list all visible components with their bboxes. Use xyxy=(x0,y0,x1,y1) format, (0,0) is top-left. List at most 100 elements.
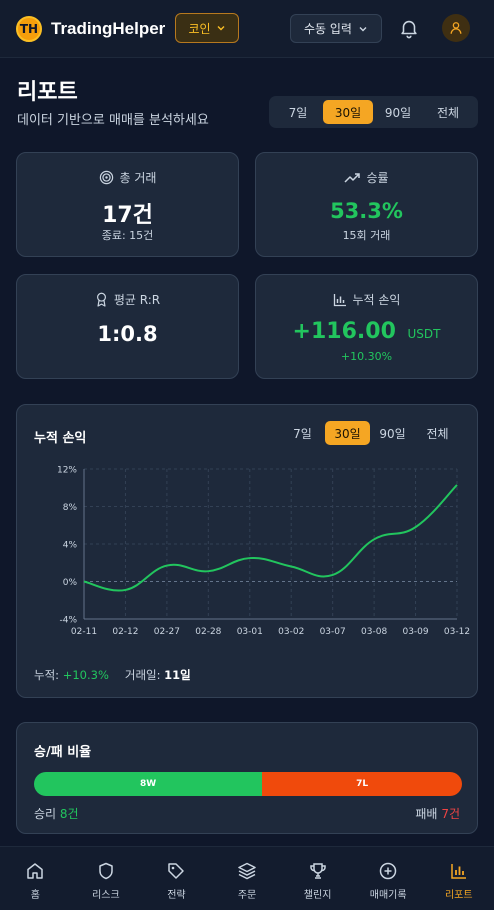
nav-item-home[interactable]: 홈 xyxy=(0,847,71,910)
chevron-down-icon xyxy=(359,26,367,31)
days-stat-value: 11일 xyxy=(164,668,191,682)
chart-period-filter: 7일 30일 90일 전체 xyxy=(280,420,460,446)
total-trades-value: 17건 xyxy=(102,203,153,228)
total-trades-card: 총 거래 17건 종료: 15건 xyxy=(16,152,239,257)
chart-y-tick-label: -4% xyxy=(59,616,77,626)
chart-period-90d[interactable]: 90일 xyxy=(379,426,406,441)
avg-rr-card: 평균 R:R 1:0.8 xyxy=(16,274,239,379)
cum-pnl-value: +116.00 xyxy=(292,319,396,344)
cum-pnl-chart: 12% 8% 4% 0% -4%02-11 02-12 02-27 02-28 03-01 03-… xyxy=(57,466,470,638)
chart-y-tick-label: 0% xyxy=(63,578,78,588)
chart-x-tick-label: 03-08 xyxy=(361,627,387,637)
period-option-7d[interactable]: 7일 xyxy=(288,105,308,120)
trend-up-icon xyxy=(344,172,361,183)
layers-icon xyxy=(238,862,256,880)
avg-rr-label-row: 평균 R:R xyxy=(17,291,238,308)
top-bar: TH TradingHelper 코인 수동 입력 xyxy=(0,0,494,58)
win-count-label: 승리 xyxy=(34,807,57,821)
chart-x-tick-label: 03-01 xyxy=(237,627,263,637)
loss-count-label: 패배 xyxy=(415,807,438,821)
brand-name[interactable]: TradingHelper xyxy=(51,19,166,38)
win-count-value: 8건 xyxy=(59,807,79,821)
period-option-90d[interactable]: 90일 xyxy=(384,105,412,120)
chart-x-tick-label: 02-28 xyxy=(195,627,221,637)
chart-x-tick-label: 03-09 xyxy=(402,627,428,637)
page-subtitle: 데이터 기반으로 매매를 분석하세요 xyxy=(17,113,209,128)
cum-pnl-percent: +10.30% xyxy=(340,350,393,363)
nav-item-trade-log[interactable]: 매매기록 xyxy=(353,847,424,910)
win-loss-bar: 8W 7L xyxy=(34,772,462,796)
nav-item-report[interactable]: 리포트 xyxy=(423,847,494,910)
win-loss-card: 승/패 비율 8W 7L 승리 8건 패배 7건 xyxy=(16,722,478,834)
page-title: 리포트 xyxy=(17,80,78,105)
cum-stat-value: +10.3% xyxy=(62,668,109,682)
total-trades-sub: 종료: 15건 xyxy=(101,229,154,242)
chart-period-7d[interactable]: 7일 xyxy=(293,426,312,441)
win-count: 승리 8건 xyxy=(34,805,79,822)
days-stat: 거래일: 11일 xyxy=(125,667,191,683)
total-trades-label: 총 거래 xyxy=(119,171,157,185)
manual-button-label: 수동 입력 xyxy=(304,22,352,36)
nav-label-challenge: 챌린지 xyxy=(303,890,332,901)
nav-item-challenge[interactable]: 챌린지 xyxy=(282,847,353,910)
win-loss-title: 승/패 비율 xyxy=(34,745,92,760)
cum-pnl-unit: USDT xyxy=(407,327,441,341)
plus-circle-icon xyxy=(379,862,397,880)
coin-selector-button[interactable]: 코인 xyxy=(175,13,239,43)
win-bar-segment: 8W xyxy=(34,772,263,796)
chart-x-tick-label: 02-12 xyxy=(112,627,138,637)
period-filter: 7일 30일 90일 전체 xyxy=(269,96,478,128)
bar-chart-icon xyxy=(451,864,466,879)
nav-item-strategy[interactable]: 전략 xyxy=(141,847,212,910)
chart-period-all[interactable]: 전체 xyxy=(426,426,449,441)
win-rate-value: 53.3% xyxy=(330,199,403,223)
logo-icon[interactable]: TH xyxy=(16,16,42,42)
award-icon xyxy=(96,292,106,307)
cum-pnl-label-row: 누적 손익 xyxy=(256,291,477,308)
win-rate-card: 승률 53.3% 15회 거래 xyxy=(255,152,478,257)
cum-pnl-card: 누적 손익 +116.00 USDT +10.30% xyxy=(255,274,478,379)
cum-stat: 누적: +10.3% xyxy=(34,667,109,683)
cum-pnl-chart-card: 누적 손익 12% 8% 4% 0% -4% 02-11 02-12 02-27 02-28 03… xyxy=(16,404,478,698)
chart-x-tick-label: 03-02 xyxy=(278,627,304,637)
trophy-icon xyxy=(309,863,326,879)
days-stat-label: 거래일: xyxy=(124,668,161,682)
nav-label-report: 리포트 xyxy=(444,890,473,901)
home-icon xyxy=(27,863,44,879)
user-icon xyxy=(450,22,462,34)
loss-count-value: 7건 xyxy=(441,807,460,821)
chart-y-tick-label: 8% xyxy=(63,503,78,513)
target-icon xyxy=(99,170,113,185)
shield-icon xyxy=(99,862,113,880)
period-option-30d[interactable]: 30일 xyxy=(323,100,373,124)
chart-footer: 누적: +10.3% 거래일: 11일 xyxy=(34,667,191,683)
cum-pnl-label: 누적 손익 xyxy=(352,293,401,307)
cum-pnl-value-row: +116.00 USDT xyxy=(256,319,477,344)
win-rate-label-row: 승률 xyxy=(256,169,477,186)
nav-label-risk: 리스크 xyxy=(92,890,120,901)
manual-input-button[interactable]: 수동 입력 xyxy=(290,14,382,43)
avg-rr-value: 1:0.8 xyxy=(97,322,158,346)
nav-label-home: 홈 xyxy=(30,890,40,901)
chart-x-tick-label: 03-12 xyxy=(444,627,470,637)
total-trades-label-row: 총 거래 xyxy=(17,169,238,186)
nav-item-risk[interactable]: 리스크 xyxy=(71,847,142,910)
bar-chart-icon xyxy=(333,293,346,306)
bell-icon[interactable] xyxy=(398,17,420,39)
chevron-down-icon xyxy=(217,26,225,31)
user-avatar[interactable] xyxy=(442,14,470,42)
avg-rr-label: 평균 R:R xyxy=(113,293,161,307)
chart-y-tick-label: 4% xyxy=(63,541,78,551)
chart-title: 누적 손익 xyxy=(34,431,87,446)
bottom-nav: 홈 리스크 전략 주문 챌린지 매매기록 리포트 xyxy=(0,846,494,910)
chart-y-tick-label: 12% xyxy=(57,466,77,476)
chart-x-tick-label: 02-11 xyxy=(71,627,97,637)
nav-label-orders: 주문 xyxy=(237,890,257,901)
chart-period-30d[interactable]: 30일 xyxy=(325,421,370,445)
loss-bar-segment: 7L xyxy=(262,772,462,796)
win-rate-sub: 15회 거래 xyxy=(342,229,391,242)
tag-icon xyxy=(168,863,185,879)
nav-item-orders[interactable]: 주문 xyxy=(212,847,283,910)
period-option-all[interactable]: 전체 xyxy=(436,105,460,120)
chart-x-tick-label: 02-27 xyxy=(154,627,180,637)
